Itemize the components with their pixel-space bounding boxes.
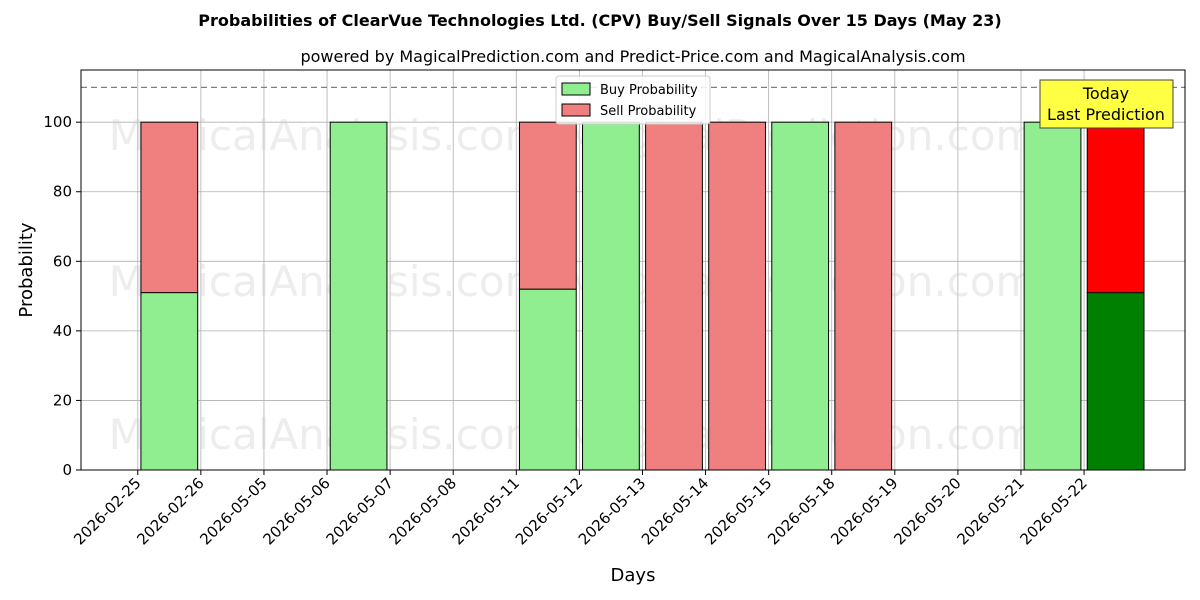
- chart-title: Probabilities of ClearVue Technologies L…: [198, 11, 1001, 30]
- x-tick-label: 2026-05-19: [827, 474, 901, 548]
- sell-bar: [518, 121, 577, 290]
- y-tick-label: 100: [43, 113, 72, 131]
- x-tick-label: 2026-02-25: [70, 474, 144, 548]
- buy-bar: [582, 121, 640, 471]
- legend: Buy Probability Sell Probability: [555, 75, 711, 125]
- legend-swatch-buy: [561, 82, 591, 96]
- sell-bar: [645, 121, 703, 471]
- buy-bar: [1023, 121, 1082, 471]
- x-tick-label: 2026-05-18: [764, 474, 838, 548]
- buy-bar: [329, 121, 388, 471]
- x-tick-label: 2026-05-06: [259, 474, 333, 548]
- y-tick-label: 60: [53, 252, 72, 270]
- x-tick-label: 2026-05-14: [638, 474, 712, 548]
- x-tick-label: 2026-02-26: [133, 474, 207, 548]
- today-annotation: Today Last Prediction: [1039, 79, 1174, 129]
- y-tick-label: 80: [53, 183, 72, 201]
- x-tick-label: 2026-05-07: [323, 474, 397, 548]
- x-tick-label: 2026-05-20: [890, 474, 964, 548]
- x-tick-label: 2026-05-22: [1017, 474, 1091, 548]
- plot-frame: [80, 69, 1186, 471]
- legend-label-buy: Buy Probability: [600, 83, 698, 98]
- y-tick-label: 40: [53, 322, 72, 340]
- legend-box: [555, 75, 711, 125]
- x-tick-label: 2026-05-08: [386, 474, 460, 548]
- annotation-box: [1039, 79, 1174, 129]
- annotation-line-1: Today: [1082, 84, 1129, 103]
- y-tick-label: 0: [62, 461, 72, 479]
- buy-bar: [518, 288, 577, 471]
- sell-bar: [834, 121, 893, 471]
- x-tick-label: 2026-05-12: [512, 474, 586, 548]
- sell-bar: [708, 121, 766, 471]
- buy-bar: [1086, 292, 1145, 471]
- x-tick-label: 2026-05-15: [701, 474, 775, 548]
- legend-swatch-sell: [561, 103, 591, 117]
- y-axis-label: Probability: [16, 222, 37, 317]
- x-tick-label: 2026-05-05: [196, 474, 270, 548]
- sell-bar: [1086, 121, 1145, 294]
- sell-bar: [140, 121, 199, 294]
- bars-layer: [140, 121, 1145, 471]
- y-tick-label: 20: [53, 391, 72, 409]
- x-tick-label: 2026-05-21: [953, 474, 1027, 548]
- buy-bar: [140, 292, 199, 471]
- x-axis-label: Days: [611, 565, 656, 586]
- x-tick-label: 2026-05-13: [575, 474, 649, 548]
- annotation-line-2: Last Prediction: [1047, 105, 1165, 124]
- chart-subtitle: powered by MagicalPrediction.com and Pre…: [300, 47, 965, 66]
- legend-label-sell: Sell Probability: [600, 104, 697, 119]
- buy-bar: [771, 121, 830, 471]
- x-tick-label: 2026-05-11: [449, 474, 523, 548]
